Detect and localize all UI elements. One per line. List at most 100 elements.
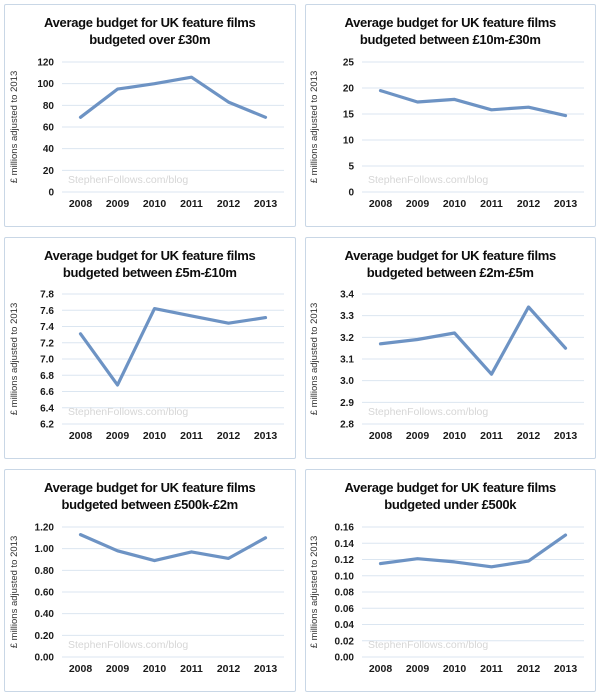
watermark: StephenFollows.com/blog (368, 639, 488, 651)
y-axis-label: £ millions adjusted to 2013 (9, 303, 20, 416)
line-chart-10m-30m: 0 5 10 15 20 25 £ millions adjusted to 2013 Ste… (309, 57, 585, 210)
y-tick-label: 120 (37, 57, 54, 68)
y-axis-label: £ millions adjusted to 2013 (309, 303, 320, 416)
x-tick-label: 2009 (406, 430, 430, 442)
x-tick-label: 2012 (217, 430, 241, 442)
y-tick-label: 3.2 (340, 333, 354, 344)
y-tick-label: 0.40 (34, 609, 54, 620)
chart-title-line2: budgeted between £2m-£5m (366, 264, 534, 280)
y-tick-label: 7.4 (40, 322, 54, 333)
chart-panel-over-30m: Average budget for UK feature films budg… (4, 4, 296, 227)
y-tick-label: 6.2 (40, 420, 54, 431)
y-tick-label: 10 (343, 135, 355, 146)
x-tick-label: 2012 (217, 663, 241, 675)
x-tick-label: 2013 (554, 430, 578, 442)
chart-title: Average budget for UK feature films budg… (44, 480, 256, 514)
y-tick-label: 40 (43, 144, 55, 155)
y-tick-label: 80 (43, 101, 55, 112)
y-tick-label: 6.4 (40, 404, 54, 415)
chart-title-line2: budgeted under £500k (384, 497, 517, 513)
line-chart-2m-5m: 2.8 2.9 3.0 3.1 3.2 3.3 3.4 £ millions adjusted… (309, 290, 585, 442)
x-tick-label: 2013 (254, 430, 278, 442)
y-tick-label: 7.2 (40, 339, 54, 350)
watermark: StephenFollows.com/blog (368, 174, 488, 186)
y-tick-label: 2.9 (340, 398, 354, 409)
y-tick-label: 7.8 (40, 290, 54, 301)
y-tick-label: 1.00 (34, 544, 54, 555)
x-tick-label: 2012 (517, 663, 541, 675)
x-tick-label: 2009 (106, 430, 130, 442)
y-tick-label: 6.6 (40, 387, 54, 398)
y-axis-label: £ millions adjusted to 2013 (309, 536, 320, 649)
x-tick-label: 2010 (143, 198, 167, 210)
x-tick-label: 2012 (517, 430, 541, 442)
x-tick-label: 2009 (106, 663, 130, 675)
x-tick-label: 2011 (180, 430, 203, 442)
chart-title-line2: budgeted over £30m (89, 31, 211, 47)
x-tick-label: 2010 (443, 663, 467, 675)
chart-title-line1: Average budget for UK feature films (43, 247, 256, 263)
y-tick-label: 25 (343, 57, 355, 68)
y-tick-label: 6.8 (40, 371, 54, 382)
x-tick-label: 2011 (480, 430, 503, 442)
y-tick-label: 0.12 (335, 555, 355, 566)
y-tick-label: 0.80 (34, 566, 54, 577)
x-tick-label: 2008 (69, 198, 93, 210)
y-tick-label: 0.20 (34, 631, 54, 642)
y-tick-label: 20 (343, 83, 355, 94)
y-tick-label: 0 (349, 187, 355, 198)
y-tick-label: 0.08 (335, 588, 355, 599)
y-tick-label: 0.06 (335, 604, 355, 615)
y-tick-label: 15 (343, 109, 355, 120)
x-tick-label: 2008 (369, 198, 393, 210)
y-tick-label: 3.0 (340, 377, 354, 388)
chart-title-line1: Average budget for UK feature films (43, 480, 256, 496)
series-line (379, 88, 568, 117)
chart-title-line2: budgeted between £500k-£2m (61, 497, 239, 513)
y-tick-label: 0.10 (335, 571, 355, 582)
y-tick-label: 3.3 (340, 312, 354, 323)
chart-title-line1: Average budget for UK feature films (344, 15, 556, 30)
line-chart-over-30m: 0 20 40 60 80 100 120 £ millions adjusted to 20… (9, 57, 284, 210)
watermark: StephenFollows.com/blog (368, 406, 488, 418)
x-tick-label: 2011 (480, 198, 503, 210)
x-tick-label: 2013 (254, 663, 278, 675)
y-tick-label: 0.60 (34, 588, 54, 599)
line-chart-5m-10m: 6.2 6.4 6.6 6.8 7.0 7.2 7.4 7.6 7.8 £ millions ad… (9, 290, 284, 442)
y-tick-label: 1.20 (34, 523, 54, 534)
x-tick-label: 2013 (254, 198, 278, 210)
y-axis-label: £ millions adjusted to 2013 (9, 536, 20, 649)
series-line (78, 307, 267, 388)
chart-title: Average budget for UK feature films budg… (344, 15, 556, 49)
watermark: StephenFollows.com/blog (68, 639, 188, 651)
y-tick-label: 2.8 (340, 420, 354, 431)
chart-title-line1: Average budget for UK feature films (43, 15, 256, 30)
chart-title: Average budget for UK feature films budg… (344, 248, 556, 282)
watermark: StephenFollows.com/blog (68, 406, 188, 418)
x-tick-label: 2008 (369, 663, 393, 675)
series-line (78, 75, 267, 119)
chart-panel-500k-2m: Average budget for UK feature films budg… (4, 469, 296, 692)
x-tick-label: 2013 (554, 663, 578, 675)
x-tick-label: 2010 (143, 430, 167, 442)
chart-title: Average budget for UK feature films budg… (344, 480, 556, 514)
chart-panel-5m-10m: Average budget for UK feature films budg… (4, 236, 296, 460)
y-tick-label: 3.1 (340, 355, 354, 366)
chart-title-line2: budgeted between £10m-£30m (359, 31, 541, 47)
y-axis-label: £ millions adjusted to 2013 (309, 71, 320, 184)
y-tick-label: 7.6 (40, 306, 54, 317)
watermark: StephenFollows.com/blog (68, 174, 188, 186)
y-tick-label: 100 (37, 79, 54, 90)
x-tick-label: 2008 (69, 663, 93, 675)
y-tick-label: 7.0 (40, 355, 54, 366)
x-tick-label: 2010 (443, 198, 467, 210)
x-tick-label: 2009 (406, 663, 430, 675)
y-axis-label: £ millions adjusted to 2013 (9, 71, 20, 184)
chart-title: Average budget for UK feature films budg… (44, 248, 256, 282)
x-tick-label: 2008 (69, 430, 93, 442)
chart-panel-2m-5m: Average budget for UK feature films budg… (304, 236, 596, 460)
y-tick-label: 0.14 (335, 539, 355, 550)
x-tick-label: 2012 (517, 198, 541, 210)
x-tick-label: 2009 (106, 198, 130, 210)
